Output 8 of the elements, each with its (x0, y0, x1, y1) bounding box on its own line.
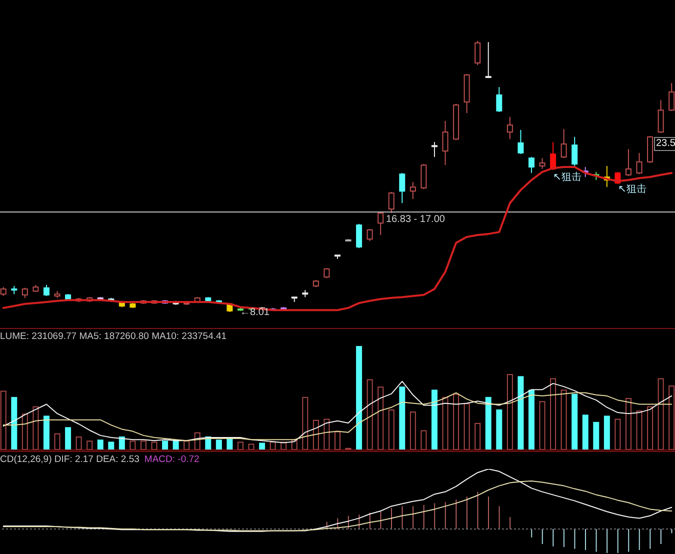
annotation: ←8.01 (240, 307, 270, 319)
chart-title: LUME: 231069.77 MA5: 187260.80 MA10: 233754.41 (0, 331, 227, 342)
annotation: ↖狙击 (618, 184, 646, 196)
annotation: 16.83 - 17.00 (386, 214, 445, 226)
chart-title: CD(12,26,9) DIF: 2.17 DEA: 2.53 (0, 454, 140, 465)
annotation: 23.5 (654, 137, 675, 151)
chart-subtitle: MACD: -0.72 (144, 454, 200, 465)
annotation: ↖狙击 (553, 172, 582, 184)
